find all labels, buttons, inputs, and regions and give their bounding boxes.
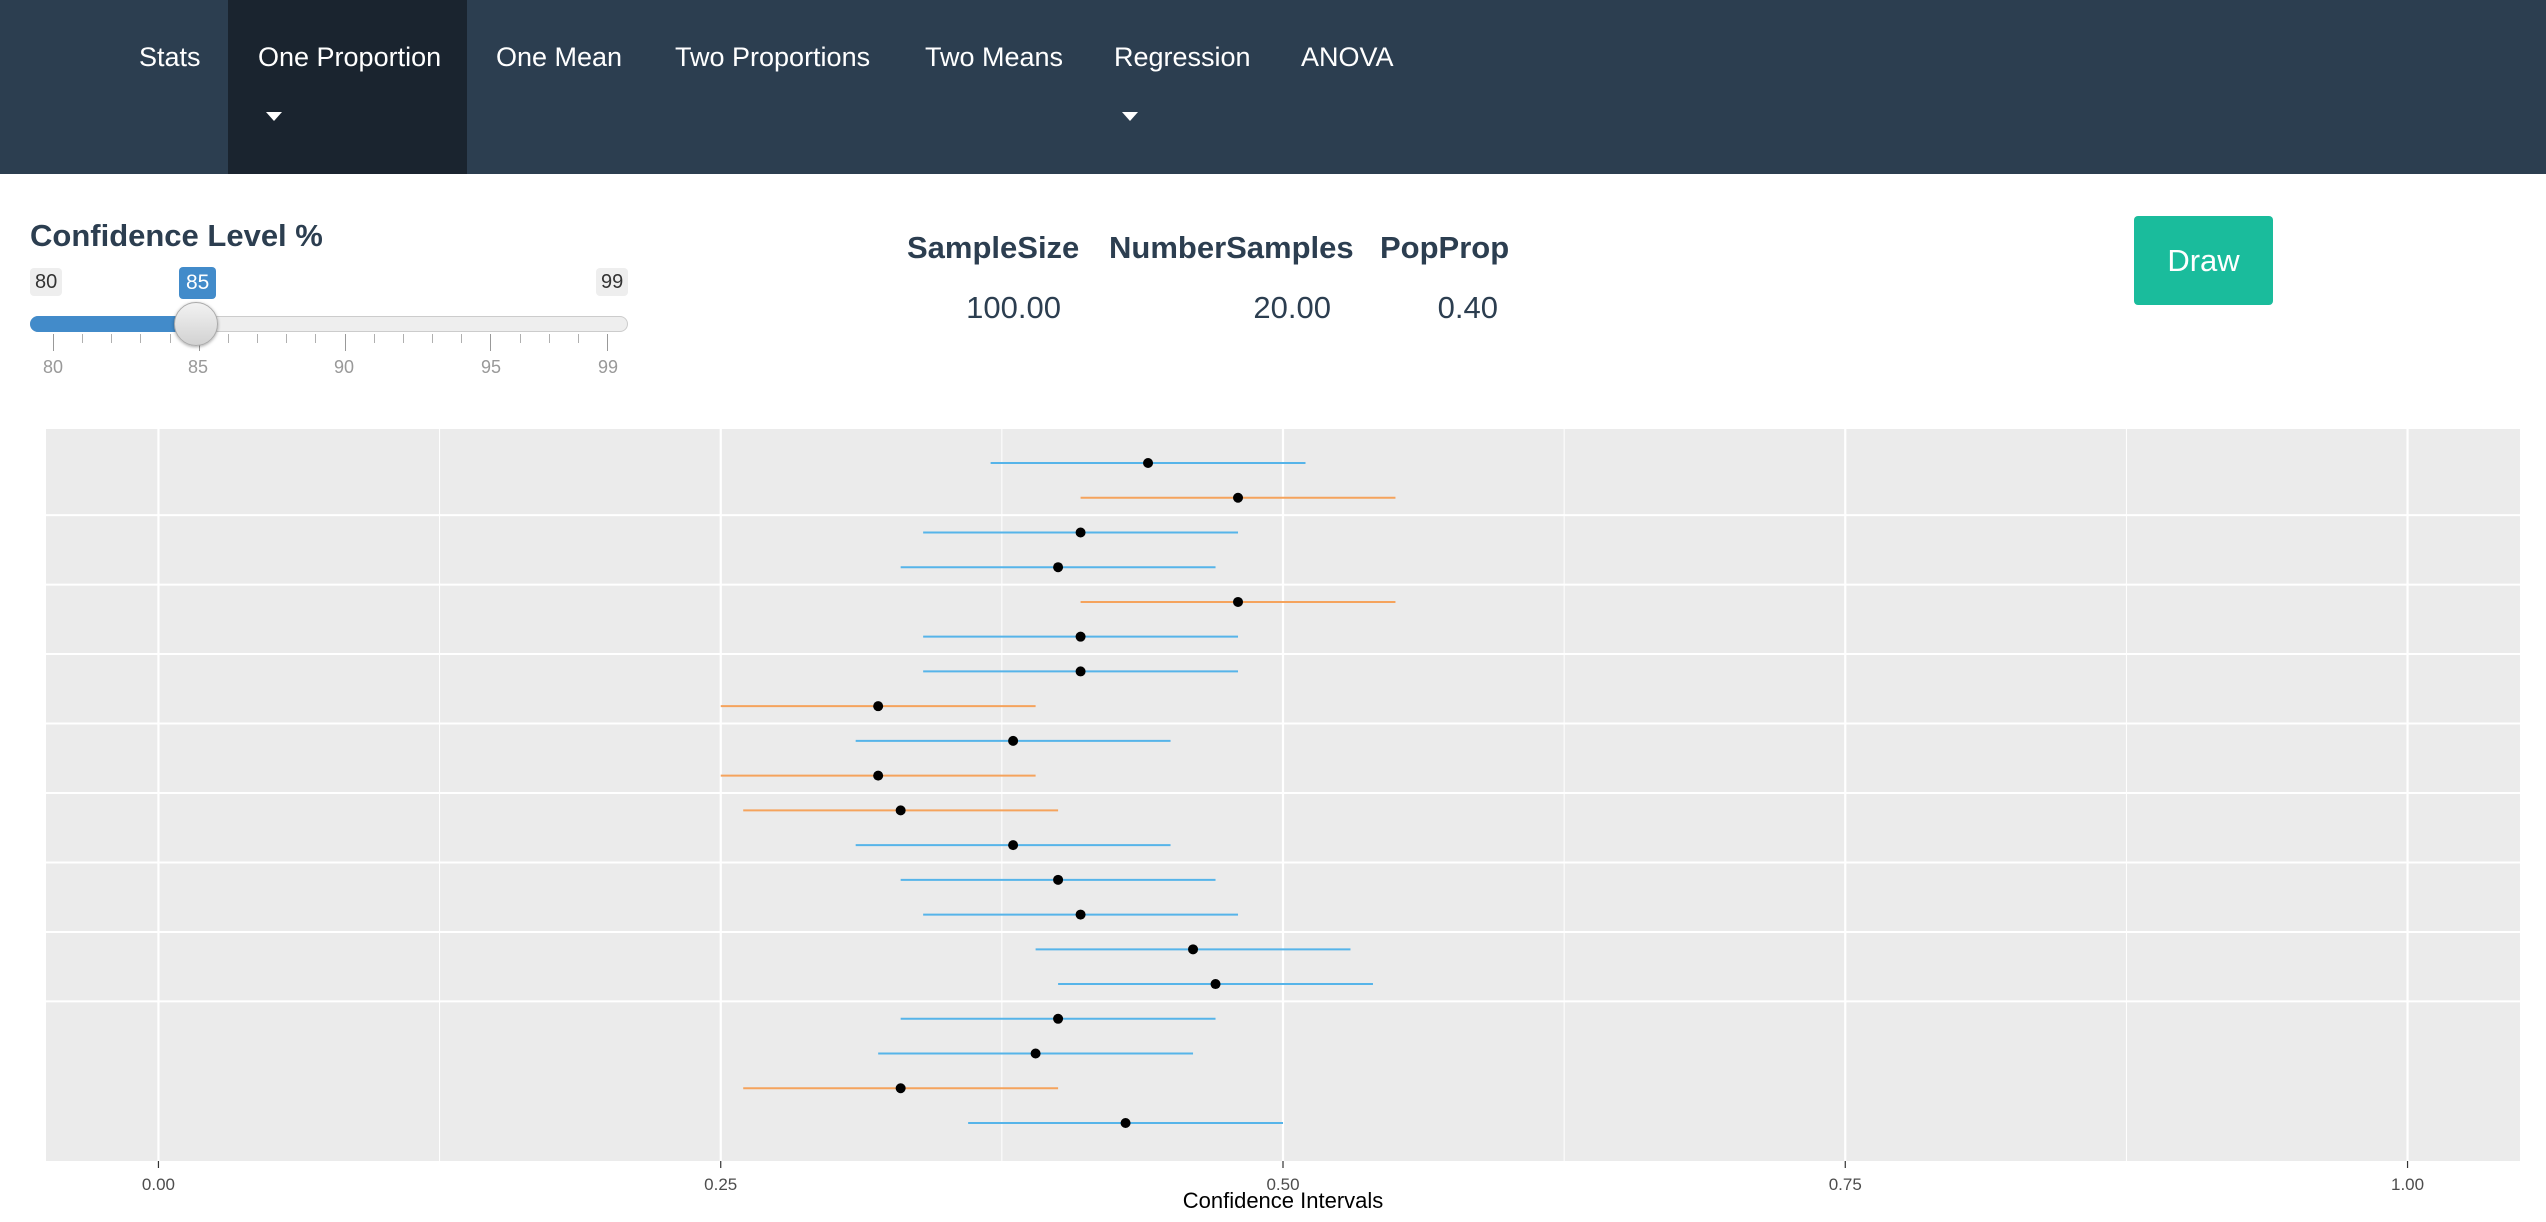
nav-label: One Proportion [258,42,442,72]
navbar: Stats One Proportion One Mean Two Propor… [0,0,2546,174]
estimate-point [1053,562,1064,573]
estimate-point [1053,874,1064,885]
slider-tick-label: 90 [333,357,355,377]
nav-label: One Mean [496,42,623,72]
draw-button-label: Draw [2167,242,2240,278]
nav-label: Stats [139,42,201,72]
slider-fill [30,316,196,332]
slider-minor-tick [140,334,142,343]
estimate-point [873,770,884,781]
sample-size-value: 100.00 [966,290,1061,325]
slider-tick-label: 85 [187,357,209,377]
slider-tick-label: 80 [42,357,64,377]
slider-minor-tick [315,334,317,343]
estimate-point [1210,979,1221,990]
interval-marks [720,458,1396,1128]
nav-label: Two Means [925,42,1064,72]
nav-stats[interactable]: Stats [109,0,231,174]
slider-tick-label: 95 [480,357,502,377]
x-axis-ticks [157,1161,2409,1168]
slider-minor-tick [82,334,84,343]
estimate-point [895,1083,906,1094]
slider-minor-tick [519,334,521,343]
draw-button[interactable]: Draw [2134,216,2273,305]
slider-min-label: 80 [30,268,63,296]
slider-minor-tick [111,334,113,343]
nav-one-mean[interactable]: One Mean [466,0,652,174]
caret-down-icon [1122,112,1138,121]
nav-label: Regression [1114,42,1251,72]
estimate-point [1030,1048,1041,1059]
slider-max-label: 99 [596,268,629,296]
estimate-point [1053,1013,1064,1024]
estimate-point [1075,527,1086,538]
pop-prop-label: PopProp [1380,230,1510,265]
estimate-point [1008,735,1019,746]
slider-current-value: 85 [179,267,217,299]
estimate-point [1075,909,1086,920]
estimate-point [1075,631,1086,642]
grid-lines [46,429,2520,1161]
slider-minor-tick [432,334,434,343]
confidence-interval-plot: 0.00 0.25 0.50 0.75 1.00 Confidence Inte… [46,429,2520,1213]
sample-size-label: SampleSize [907,230,1080,265]
slider-major-tick [490,334,492,351]
x-tick-label: 0.00 [142,1175,175,1194]
estimate-point [1008,840,1019,851]
nav-label: ANOVA [1301,42,1394,72]
confidence-level-label: Confidence Level % [30,218,323,253]
nav-two-means[interactable]: Two Means [895,0,1093,174]
slider-minor-tick [286,334,288,343]
nav-label: Two Proportions [675,42,871,72]
slider-minor-tick [169,334,171,343]
nav-regression[interactable]: Regression [1084,0,1281,174]
slider-minor-tick [548,334,550,343]
slider-minor-tick [373,334,375,343]
x-tick-label: 0.25 [704,1175,737,1194]
estimate-point [1188,944,1199,955]
estimate-point [1075,666,1086,677]
slider-handle[interactable] [174,302,218,346]
nav-anova[interactable]: ANOVA [1271,0,1424,174]
slider-major-tick [344,334,346,351]
slider-minor-tick [577,334,579,343]
estimate-point [1233,596,1244,607]
x-axis-title: Confidence Intervals [1183,1188,1384,1213]
number-samples-value: 20.00 [1253,290,1331,325]
slider-minor-tick [227,334,229,343]
estimate-point [1120,1118,1131,1128]
estimate-point [1143,458,1154,468]
nav-two-proportions[interactable]: Two Proportions [645,0,900,174]
estimate-point [1233,492,1244,503]
estimate-point [895,805,906,816]
slider-tick-label: 99 [597,357,619,377]
x-tick-label: 1.00 [2391,1175,2424,1194]
x-tick-label: 0.75 [1829,1175,1862,1194]
slider-minor-tick [402,334,404,343]
slider-major-tick [607,334,608,351]
x-tick-label: 0.50 [1266,1175,1299,1194]
caret-down-icon [266,112,282,121]
number-samples-label: NumberSamples [1109,230,1354,265]
slider-major-tick [53,334,54,351]
nav-one-proportion[interactable]: One Proportion [228,0,467,174]
slider-minor-tick [461,334,463,343]
pop-prop-value: 0.40 [1437,290,1498,325]
estimate-point [873,701,884,712]
slider-minor-tick [257,334,259,343]
